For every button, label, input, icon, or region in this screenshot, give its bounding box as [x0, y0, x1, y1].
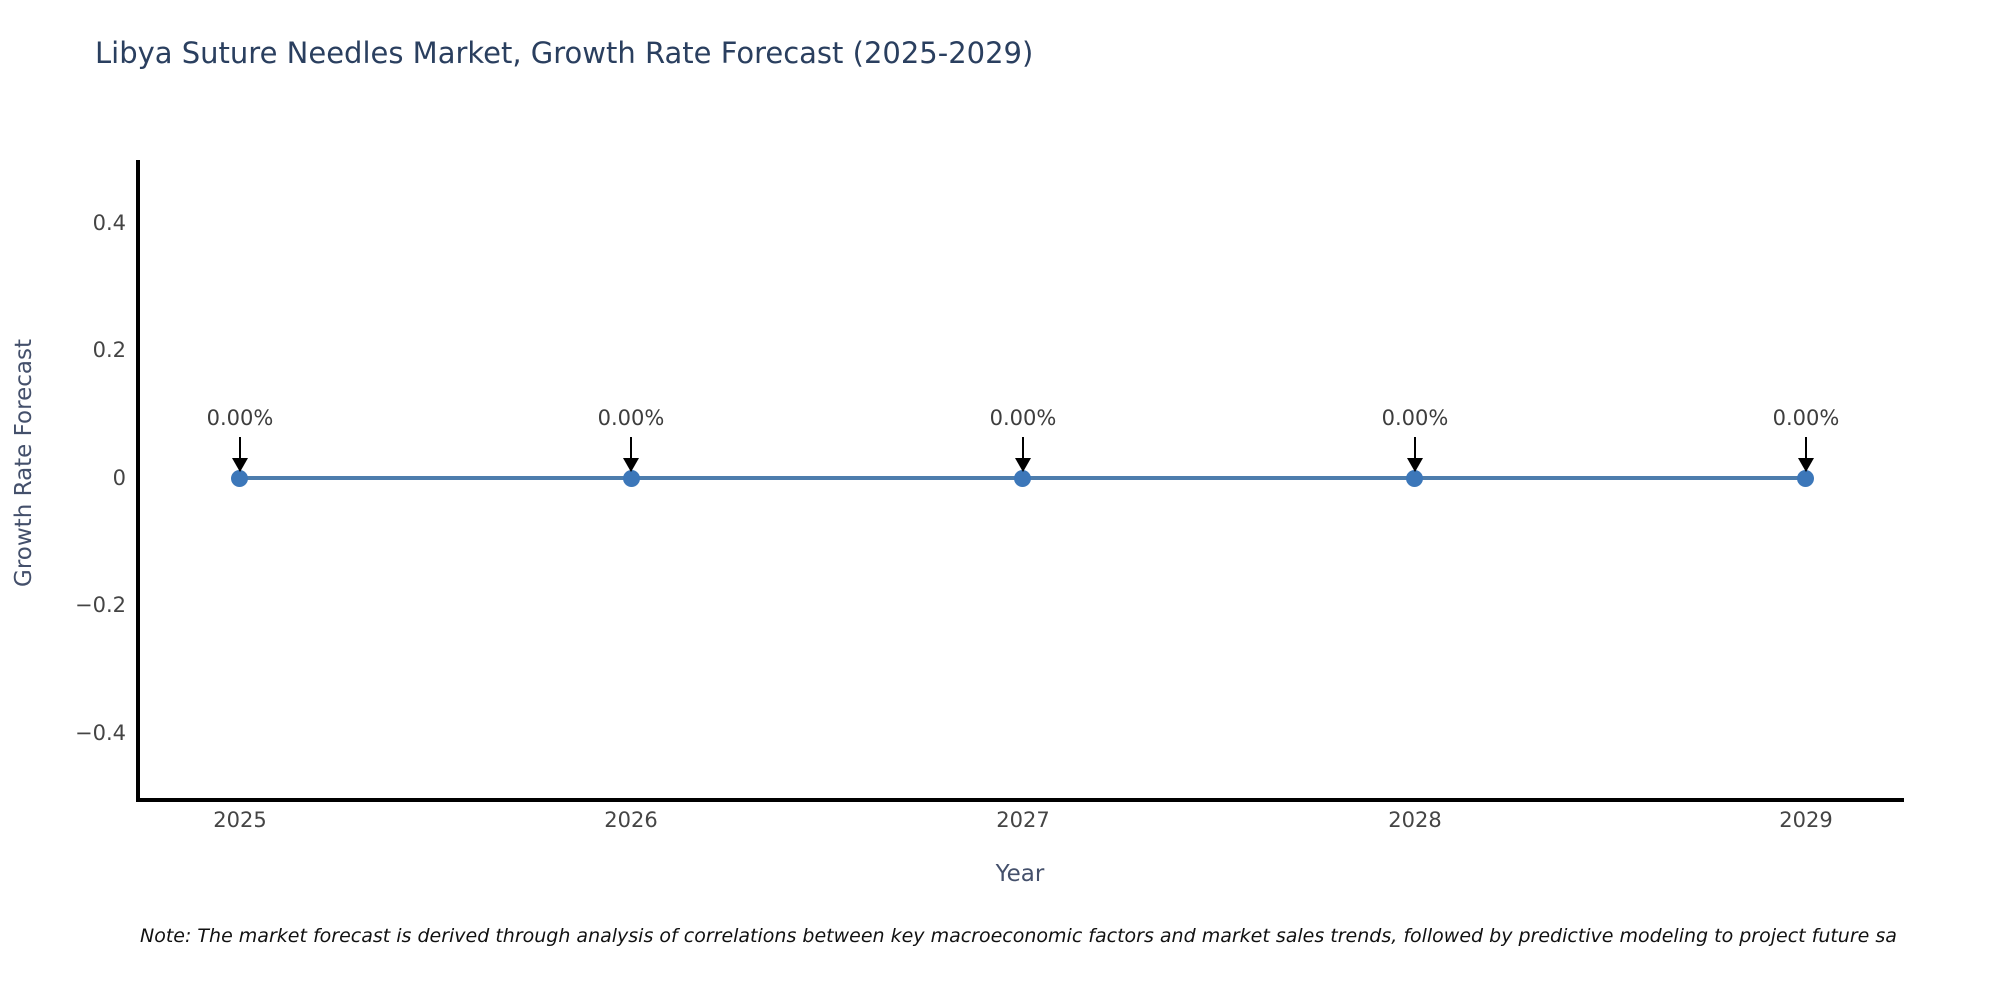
annotation-label: 0.00%: [1381, 406, 1449, 430]
annotation-label: 0.00%: [597, 406, 665, 430]
x-axis-title: Year: [995, 861, 1045, 887]
x-axis-line: [136, 798, 1904, 802]
annotation-arrow-stem: [1022, 437, 1024, 459]
annotation-label: 0.00%: [1772, 406, 1840, 430]
x-tick-label: 2029: [1779, 808, 1833, 832]
data-point-marker: [231, 470, 248, 487]
x-tick-label: 2025: [213, 808, 267, 832]
y-tick-label: 0.4: [92, 211, 126, 235]
annotation-label: 0.00%: [989, 406, 1057, 430]
note-text: Note: The market forecast is derived thr…: [140, 925, 1897, 947]
down-arrowhead-icon: [1015, 458, 1031, 472]
x-tick-label: 2028: [1388, 808, 1442, 832]
data-point-marker: [1014, 470, 1031, 487]
annotation-label: 0.00%: [206, 406, 274, 430]
y-tick-label: 0.2: [92, 338, 126, 362]
data-point-marker: [623, 470, 640, 487]
chart-title: Libya Suture Needles Market, Growth Rate…: [95, 36, 1034, 70]
data-point-marker: [1406, 470, 1423, 487]
down-arrowhead-icon: [623, 458, 639, 472]
y-tick-label: −0.2: [75, 593, 126, 617]
annotation-arrow-stem: [1414, 437, 1416, 459]
down-arrowhead-icon: [1407, 458, 1423, 472]
x-tick-label: 2027: [996, 808, 1050, 832]
annotation-arrow-stem: [1805, 437, 1807, 459]
down-arrowhead-icon: [1798, 458, 1814, 472]
data-point-marker: [1797, 470, 1814, 487]
y-axis-line: [136, 160, 140, 802]
annotation-arrow-stem: [630, 437, 632, 459]
y-tick-label: 0: [112, 466, 126, 490]
down-arrowhead-icon: [232, 458, 248, 472]
y-tick-label: −0.4: [75, 721, 126, 745]
x-tick-label: 2026: [604, 808, 658, 832]
annotation-arrow-stem: [239, 437, 241, 459]
